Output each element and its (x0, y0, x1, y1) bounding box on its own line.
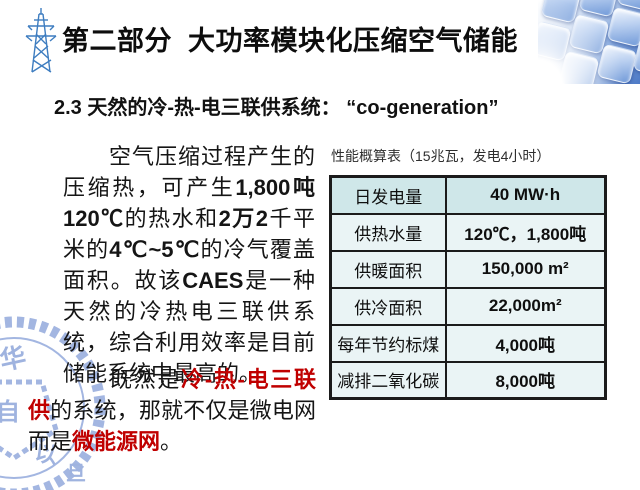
row-label-cell: 供冷面积 (329, 286, 447, 326)
row-value-cell: 150,000 m² (444, 249, 607, 289)
text-segment-bold: 4℃~5℃ (109, 237, 201, 262)
text-segment: 的热水和 (124, 206, 219, 231)
text-segment: 既然是 (110, 367, 182, 392)
table-row: 供冷面积 22,000m² (329, 286, 607, 326)
row-label-cell: 每年节约标煤 (329, 323, 447, 363)
keyboard-photo-image (538, 0, 640, 84)
svg-text:华: 华 (0, 341, 29, 376)
table-row: 每年节约标煤 4,000吨 (329, 323, 607, 363)
transmission-tower-icon (25, 8, 57, 73)
row-value-cell: 22,000m² (444, 286, 607, 326)
row-value-cell: 120℃，1,800吨 (444, 212, 607, 252)
text-segment: 空气压缩过程产生的压缩热，可产生 (63, 144, 315, 200)
row-label-cell: 日发电量 (329, 175, 447, 215)
table-row: 日发电量 40 MW·h (329, 175, 607, 215)
keyboard-fade-overlay (538, 0, 640, 84)
table-caption: 性能概算表（15兆瓦，发电4小时） (331, 148, 551, 164)
svg-text:以: 以 (33, 440, 58, 468)
table-row: 供热水量 120℃，1,800吨 (329, 212, 607, 252)
table-row: 供暖面积 150,000 m² (329, 249, 607, 289)
text-segment-bold: 1,800吨 (235, 175, 315, 200)
svg-text:自: 自 (0, 398, 20, 426)
performance-table: 日发电量 40 MW·h 供热水量 120℃，1,800吨 供暖面积 150,0… (329, 175, 607, 400)
row-value-cell: 4,000吨 (444, 323, 607, 363)
row-label-cell: 供暖面积 (329, 249, 447, 289)
text-segment: 是一种天然的冷热电三联供系统，综合利用效率是目前储能系统中最高的。 (63, 268, 315, 386)
text-segment: 千平米的 (63, 206, 315, 262)
paragraph-micro-energy-grid: 既然是冷-热-电三联供的系统，那就不仅是微电网而是微能源网。 (28, 364, 316, 457)
svg-text:旦: 旦 (66, 463, 86, 485)
text-segment-bold: 2万2 (218, 206, 269, 231)
text-segment: 的冷气覆盖面积。故该 (63, 237, 315, 293)
university-seal-watermark: 华 自 以 旦 (0, 316, 106, 490)
section-subtitle: 2.3 天然的冷-热-电三联供系统： “co-generation” (54, 97, 499, 119)
paragraph-compression-heat: 空气压缩过程产生的压缩热，可产生1,800吨 120℃的热水和2万2千平米的4℃~… (63, 141, 315, 389)
row-label-cell: 供热水量 (329, 212, 447, 252)
text-segment: 的系统，那就不仅是微电网而是 (28, 398, 316, 454)
text-segment-red: 冷-热-电三联供 (28, 367, 316, 423)
text-segment-bold: 120℃ (63, 206, 125, 231)
text-segment-bold: CAES (182, 268, 244, 293)
row-value-cell: 40 MW·h (444, 175, 607, 215)
slide-title: 第二部分 大功率模块化压缩空气储能 (62, 26, 519, 56)
text-segment: 。 (160, 429, 183, 454)
row-label-cell: 减排二氧化碳 (329, 360, 447, 400)
text-segment-red: 微能源网 (72, 429, 161, 454)
row-value-cell: 8,000吨 (444, 360, 607, 400)
table-row: 减排二氧化碳 8,000吨 (329, 360, 607, 400)
